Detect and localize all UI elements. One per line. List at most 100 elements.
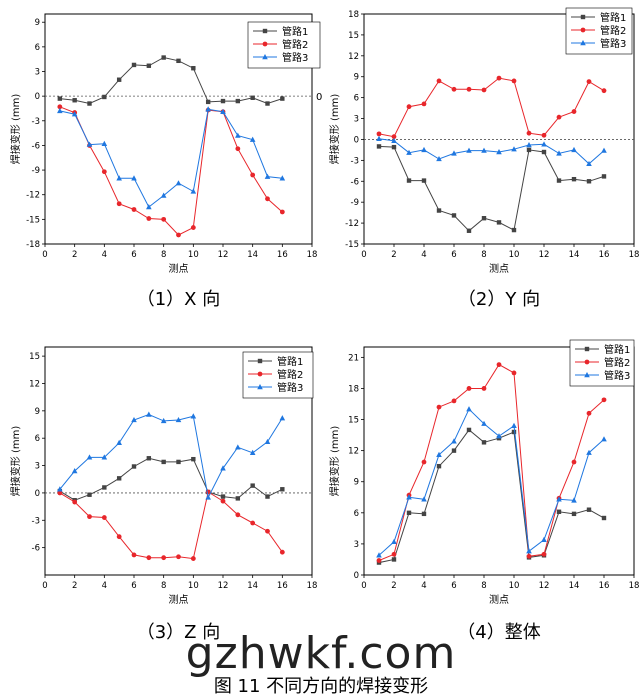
x-tick-label: 8	[481, 581, 486, 591]
data-point	[72, 499, 78, 505]
data-point	[279, 415, 286, 421]
data-point	[250, 95, 255, 100]
data-point	[601, 515, 607, 521]
legend-box	[565, 7, 633, 55]
series-line	[378, 145, 605, 232]
data-point	[586, 79, 592, 85]
data-point	[436, 451, 442, 457]
data-point	[175, 416, 182, 423]
data-point	[57, 104, 63, 110]
x-tick-label: 0	[42, 581, 47, 591]
y-tick-label: 9	[35, 407, 40, 417]
x-tick-label: 4	[102, 250, 107, 260]
data-point	[190, 225, 196, 230]
series-管路2	[57, 104, 285, 238]
data-point	[205, 99, 211, 105]
data-point	[556, 509, 562, 514]
data-point	[511, 370, 517, 376]
data-point	[376, 558, 382, 563]
legend-box	[247, 21, 321, 69]
data-point	[265, 494, 270, 499]
legend-label: 管路1	[604, 343, 630, 356]
data-point	[175, 180, 182, 186]
x-tick-label: 12	[218, 581, 229, 591]
data-point	[176, 232, 181, 238]
data-point	[586, 179, 592, 184]
data-point	[161, 555, 167, 561]
data-point	[391, 144, 397, 150]
x-tick-label: 14	[247, 250, 258, 260]
x-tick-label: 18	[629, 581, 640, 591]
data-point	[526, 548, 532, 554]
series-管路3	[376, 406, 607, 558]
data-point	[191, 456, 196, 462]
data-point	[101, 140, 108, 146]
series-管路2	[376, 75, 607, 140]
data-point	[406, 149, 412, 155]
x-tick-label: 4	[421, 581, 426, 591]
x-tick-label: 8	[161, 250, 166, 260]
x-tick-label: 4	[421, 250, 426, 260]
chart-panel-3: 0 2 4 6 8 10 12 14 16 18 -6 -3 0 3 6 9 12 15 测点 焊接变形 (mm) 管路…	[9, 346, 318, 643]
data-point	[556, 150, 562, 156]
series-管路1	[57, 456, 285, 503]
plot-frame	[44, 346, 313, 576]
data-point	[376, 552, 382, 558]
series-管路3	[57, 106, 286, 210]
series-line	[59, 56, 283, 105]
data-point	[87, 492, 92, 497]
data-point	[466, 406, 472, 412]
chart-panel-2: 0 2 4 6 8 10 12 14 16 18 -15 -12 -9 -6 -3 0 3 6 9 12 15 18 测点 焊…	[328, 7, 639, 310]
data-point	[421, 511, 427, 517]
x-tick-label: 14	[569, 581, 580, 591]
data-point	[496, 433, 502, 439]
data-point	[586, 507, 592, 512]
y-tick-label: 9	[354, 73, 359, 83]
series-line	[378, 77, 605, 138]
x-tick-label: 2	[391, 250, 396, 260]
x-tick-label: 18	[307, 581, 318, 591]
data-point	[220, 98, 226, 104]
series-line	[59, 457, 283, 501]
legend-label: 管路2	[277, 368, 303, 381]
data-point	[601, 436, 607, 442]
y-axis-label: 焊接变形 (mm)	[328, 426, 341, 497]
x-tick-label: 18	[307, 250, 318, 260]
x-tick-label: 8	[161, 581, 166, 591]
legend-label: 管路3	[277, 381, 303, 394]
data-point	[451, 213, 457, 218]
data-point	[481, 216, 487, 221]
data-point	[481, 440, 487, 445]
data-point	[376, 131, 382, 137]
data-point	[451, 438, 457, 444]
data-point	[220, 494, 226, 499]
legend-swatch-marker	[262, 54, 268, 60]
legend-swatch-marker	[257, 384, 263, 390]
y-tick-label: 3	[35, 462, 40, 472]
data-point	[265, 196, 270, 202]
data-point	[235, 146, 241, 152]
data-point	[466, 386, 472, 391]
legend-label: 管路1	[282, 25, 308, 38]
data-point	[571, 109, 577, 114]
series-line	[59, 106, 283, 236]
data-point	[451, 150, 457, 156]
data-point	[250, 520, 256, 526]
data-point	[601, 174, 607, 179]
data-point	[116, 77, 122, 82]
data-point	[220, 465, 226, 471]
data-point	[235, 444, 241, 450]
data-point	[481, 87, 487, 93]
data-point	[511, 78, 517, 84]
series-管路3	[376, 135, 607, 167]
data-point	[421, 146, 427, 153]
data-point	[436, 463, 442, 469]
y-tick-label: 6	[35, 43, 40, 53]
y-tick-label: -6	[351, 177, 359, 187]
series-line	[59, 413, 283, 500]
x-tick-label: 6	[131, 250, 136, 260]
y-tick-label: 18	[348, 10, 359, 20]
y-tick-label: -3	[32, 117, 40, 127]
y-tick-label: 6	[354, 94, 359, 104]
